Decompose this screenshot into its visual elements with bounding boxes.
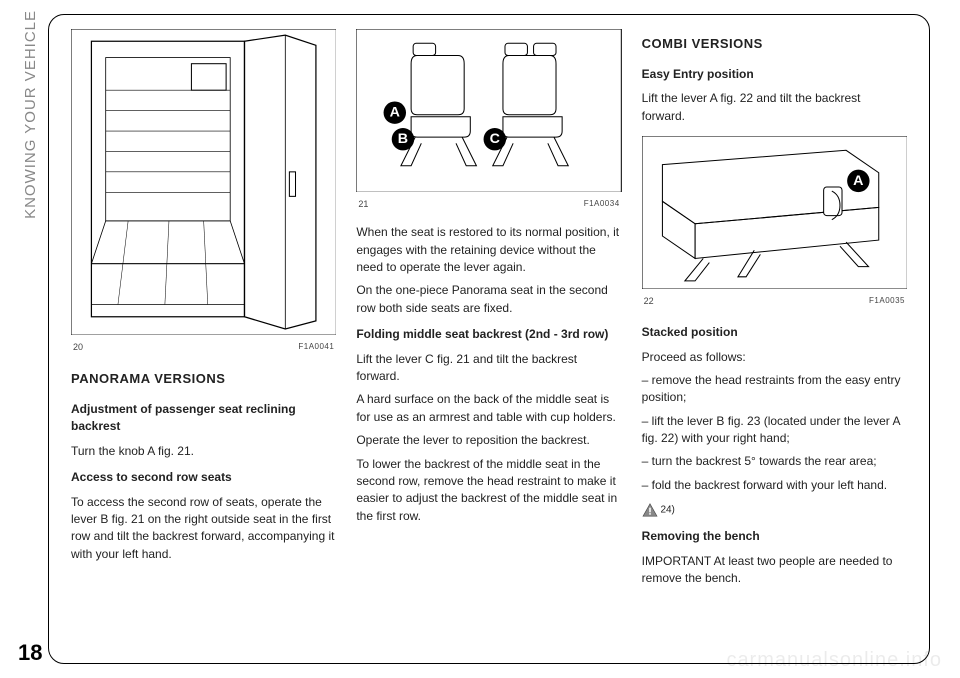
figure-21: A B C bbox=[356, 29, 621, 192]
figure-21-number: 21 bbox=[358, 198, 368, 211]
figure-20-code: F1A0041 bbox=[298, 341, 334, 354]
text-step2: – lift the lever B fig. 23 (located unde… bbox=[642, 413, 907, 448]
figure-22-caption: 22 F1A0035 bbox=[644, 295, 905, 308]
figure-20-caption: 20 F1A0041 bbox=[73, 341, 334, 354]
callout-B: B bbox=[398, 131, 408, 147]
column-2: A B C 21 F1A0034 When the seat is restor… bbox=[356, 29, 621, 649]
sidebar-section-text: KNOWING YOUR VEHICLE bbox=[22, 10, 39, 219]
heading-combi: COMBI VERSIONS bbox=[642, 35, 907, 54]
text-restore: When the seat is restored to its normal … bbox=[356, 224, 621, 276]
seats-illustration: A B C bbox=[356, 29, 621, 192]
column-container: 20 F1A0041 PANORAMA VERSIONS Adjustment … bbox=[71, 29, 907, 649]
text-step1: – remove the head restraints from the ea… bbox=[642, 372, 907, 407]
figure-21-caption: 21 F1A0034 bbox=[358, 198, 619, 211]
text-lower: To lower the backrest of the middle seat… bbox=[356, 456, 621, 526]
figure-22: A bbox=[642, 136, 907, 289]
subhead-adjustment: Adjustment of passenger seat reclining b… bbox=[71, 401, 336, 436]
callout-A-fig22: A bbox=[853, 173, 863, 189]
page-frame: 20 F1A0041 PANORAMA VERSIONS Adjustment … bbox=[48, 14, 930, 664]
warning-ref: 24) bbox=[660, 505, 674, 516]
subhead-access: Access to second row seats bbox=[71, 469, 336, 486]
text-onepiece: On the one-piece Panorama seat in the se… bbox=[356, 282, 621, 317]
bench-illustration: A bbox=[642, 136, 907, 289]
figure-20 bbox=[71, 29, 336, 335]
figure-21-code: F1A0034 bbox=[584, 198, 620, 211]
sidebar-section-label: KNOWING YOUR VEHICLE bbox=[18, 10, 42, 350]
text-step3: – turn the backrest 5° towards the rear … bbox=[642, 453, 907, 470]
column-1: 20 F1A0041 PANORAMA VERSIONS Adjustment … bbox=[71, 29, 336, 649]
heading-panorama: PANORAMA VERSIONS bbox=[71, 370, 336, 389]
figure-20-number: 20 bbox=[73, 341, 83, 354]
text-step4: – fold the backrest forward with your le… bbox=[642, 477, 907, 494]
text-liftc: Lift the lever C fig. 21 and tilt the ba… bbox=[356, 351, 621, 386]
text-hard: A hard surface on the back of the middle… bbox=[356, 391, 621, 426]
column-3: COMBI VERSIONS Easy Entry position Lift … bbox=[642, 29, 907, 649]
text-important: IMPORTANT At least two people are needed… bbox=[642, 553, 907, 588]
callout-C: C bbox=[490, 131, 500, 147]
figure-22-code: F1A0035 bbox=[869, 295, 905, 308]
text-turn-knob: Turn the knob A fig. 21. bbox=[71, 443, 336, 460]
page-number: 18 bbox=[18, 640, 42, 666]
figure-22-number: 22 bbox=[644, 295, 654, 308]
callout-A: A bbox=[390, 105, 400, 121]
text-proceed: Proceed as follows: bbox=[642, 349, 907, 366]
subhead-folding: Folding middle seat backrest (2nd - 3rd … bbox=[356, 326, 621, 343]
subhead-easy-entry: Easy Entry position bbox=[642, 66, 907, 83]
warning-icon bbox=[642, 503, 658, 517]
text-access: To access the second row of seats, opera… bbox=[71, 494, 336, 564]
warning-row: 24) bbox=[642, 503, 907, 518]
watermark: carmanualsonline.info bbox=[726, 649, 942, 672]
subhead-stacked: Stacked position bbox=[642, 324, 907, 341]
text-lifta: Lift the lever A fig. 22 and tilt the ba… bbox=[642, 90, 907, 125]
subhead-removing: Removing the bench bbox=[642, 528, 907, 545]
text-operate: Operate the lever to reposition the back… bbox=[356, 432, 621, 449]
van-door-illustration bbox=[71, 29, 336, 335]
